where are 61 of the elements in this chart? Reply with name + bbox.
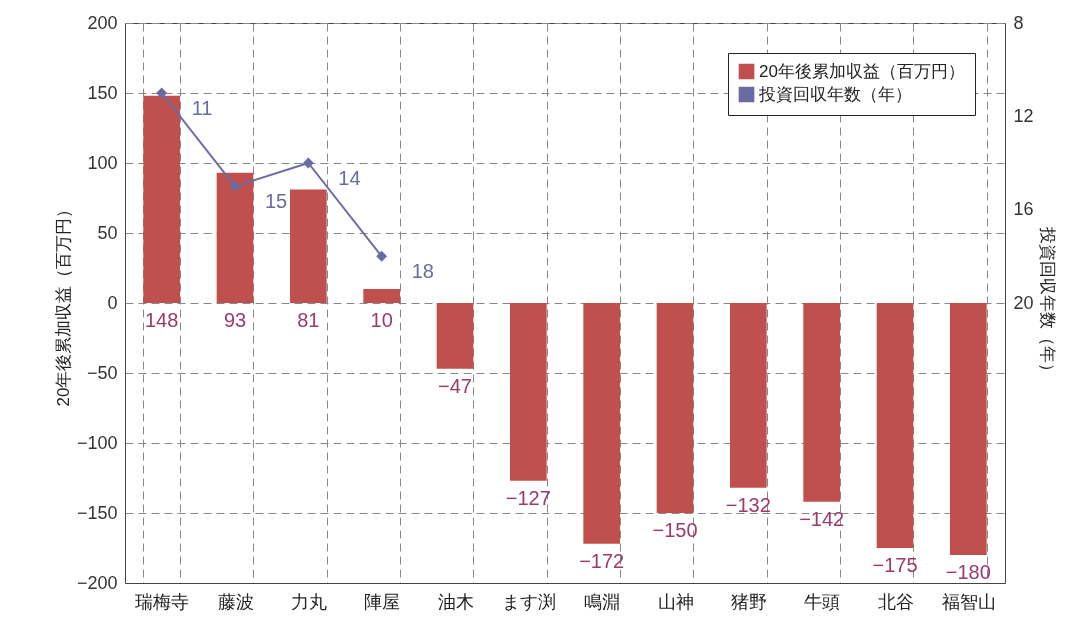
x-tick-label: 力丸	[290, 591, 327, 612]
bar	[583, 303, 620, 544]
data-label: 15	[265, 190, 288, 213]
data-label: 81	[297, 309, 320, 331]
point	[302, 157, 314, 169]
x-tick-label: 瑞梅寺	[135, 591, 190, 612]
y-tick-label: −150	[76, 502, 118, 523]
y-tick-label: −50	[86, 362, 118, 383]
point	[156, 87, 168, 99]
y-tick-label: 150	[87, 82, 118, 103]
bar	[876, 303, 914, 548]
y2-tick-label: 12	[1013, 105, 1034, 126]
legend-label: 投資回収年数（年）	[758, 84, 912, 104]
bar	[363, 289, 400, 303]
data-label: −47	[438, 374, 472, 397]
y-tick-label: 100	[87, 152, 118, 173]
bar	[656, 303, 694, 513]
data-label: −175	[872, 554, 918, 576]
y2-tick-label: 8	[1013, 12, 1024, 33]
x-tick-label: ます渕	[501, 591, 556, 612]
y-tick-label: 50	[97, 222, 118, 243]
y2-tick-label: 20	[1013, 292, 1034, 313]
bar	[803, 303, 840, 502]
y2-axis-title: 投資回収年数（年）	[1037, 226, 1057, 380]
bar	[510, 303, 547, 481]
data-label: −180	[945, 561, 991, 583]
data-label: 93	[223, 309, 247, 331]
data-label: 14	[338, 167, 361, 189]
data-label: −142	[799, 507, 845, 530]
x-tick-label: 藤波	[217, 591, 254, 612]
data-label: −132	[725, 493, 771, 516]
x-tick-label: 福智山	[941, 591, 996, 612]
y-axis-title: 20年後累加収益（百万円）	[53, 200, 73, 407]
x-tick-label: 鳴淵	[584, 591, 621, 612]
x-tick-label: 猪野	[730, 591, 767, 612]
x-tick-label: 油木	[437, 591, 474, 612]
x-tick-label: 陣屋	[364, 591, 401, 612]
y-tick-label: 0	[107, 292, 118, 313]
x-tick-label: 山神	[657, 591, 694, 612]
bar	[143, 95, 180, 303]
bar	[436, 303, 474, 369]
legend-label: 20年後累加収益（百万円）	[759, 61, 965, 81]
data-label: −127	[505, 486, 551, 509]
data-label: −150	[652, 519, 698, 541]
bar	[950, 303, 987, 555]
bar	[216, 172, 254, 303]
x-tick-label: 北谷	[877, 591, 914, 612]
point	[229, 180, 241, 192]
data-label: −172	[579, 549, 625, 572]
y-tick-label: −100	[76, 432, 118, 453]
data-label: 18	[411, 260, 434, 283]
y2-tick-label: 16	[1013, 199, 1034, 220]
data-label: 148	[144, 309, 179, 331]
data-label: 11	[191, 97, 213, 119]
y-tick-label: −200	[76, 572, 118, 593]
data-label: 10	[370, 309, 393, 331]
point	[376, 250, 388, 262]
x-tick-label: 牛頭	[804, 591, 841, 612]
bar	[730, 303, 767, 488]
y-tick-label: 200	[87, 12, 118, 33]
bar	[290, 189, 327, 303]
